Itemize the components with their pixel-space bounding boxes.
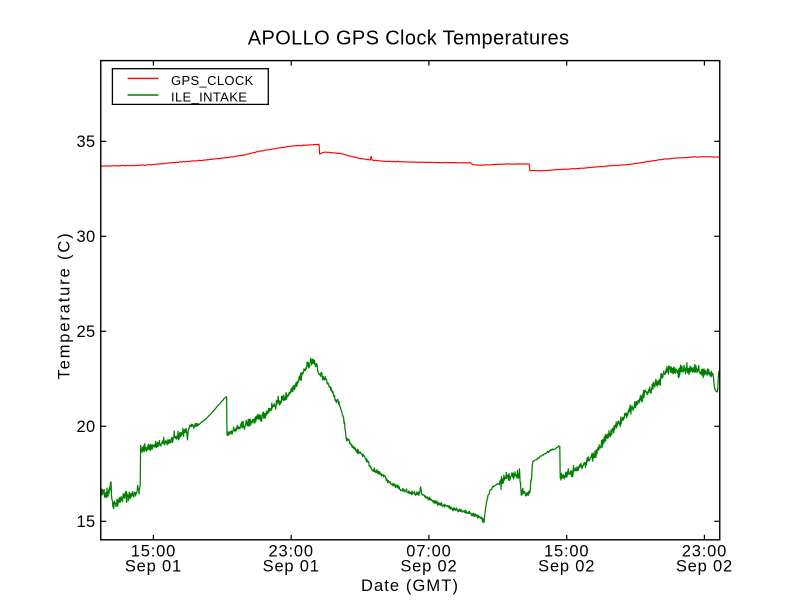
svg-text:Date (GMT): Date (GMT) bbox=[361, 577, 459, 595]
svg-text:15:00: 15:00 bbox=[131, 543, 176, 561]
svg-text:Sep 01: Sep 01 bbox=[125, 557, 182, 575]
svg-text:Sep 01: Sep 01 bbox=[263, 557, 320, 575]
svg-text:20: 20 bbox=[77, 418, 96, 436]
svg-text:ILE_INTAKE: ILE_INTAKE bbox=[171, 89, 247, 104]
svg-text:23:00: 23:00 bbox=[682, 543, 727, 561]
svg-text:07:00: 07:00 bbox=[406, 543, 451, 561]
svg-text:23:00: 23:00 bbox=[269, 543, 314, 561]
svg-text:APOLLO GPS Clock Temperatures: APOLLO GPS Clock Temperatures bbox=[248, 28, 570, 50]
svg-text:Temperature (C): Temperature (C) bbox=[56, 232, 74, 380]
svg-text:GPS_CLOCK: GPS_CLOCK bbox=[171, 73, 254, 88]
svg-text:Sep 02: Sep 02 bbox=[538, 557, 595, 575]
svg-text:35: 35 bbox=[77, 133, 96, 151]
svg-text:25: 25 bbox=[77, 323, 96, 341]
svg-text:15: 15 bbox=[77, 513, 96, 531]
svg-text:15:00: 15:00 bbox=[544, 543, 589, 561]
svg-text:Sep 02: Sep 02 bbox=[400, 557, 457, 575]
svg-text:Sep 02: Sep 02 bbox=[676, 557, 733, 575]
svg-text:30: 30 bbox=[77, 228, 96, 246]
